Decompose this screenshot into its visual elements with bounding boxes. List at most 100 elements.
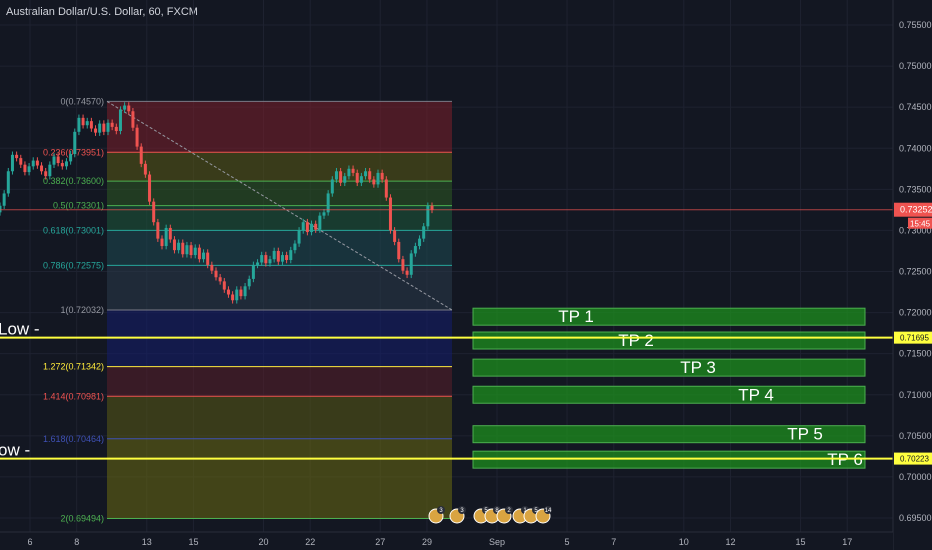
time-tick-label: 15 bbox=[796, 537, 806, 547]
tp-box[interactable] bbox=[472, 307, 866, 326]
fib-level-label: 1(0.72032) bbox=[60, 305, 104, 315]
tp-box[interactable] bbox=[472, 385, 866, 404]
fib-level-label: 0.5(0.73301) bbox=[53, 201, 104, 211]
candle-body bbox=[364, 171, 368, 177]
candle-body bbox=[85, 121, 89, 126]
candle-body bbox=[139, 146, 143, 164]
candle-body bbox=[301, 222, 305, 231]
candle-body bbox=[409, 253, 413, 275]
candle-body bbox=[330, 179, 334, 194]
time-axis bbox=[0, 532, 893, 550]
time-tick-label: 13 bbox=[142, 537, 152, 547]
candle-body bbox=[64, 161, 68, 167]
price-tick-label: 0.71500 bbox=[899, 349, 932, 359]
candle-body bbox=[289, 250, 293, 260]
time-tick-label: 20 bbox=[258, 537, 268, 547]
candle-body bbox=[52, 156, 56, 165]
price-tick-label: 0.73000 bbox=[899, 225, 932, 235]
candle-body bbox=[285, 255, 289, 260]
candle-body bbox=[380, 172, 384, 180]
candle-body bbox=[388, 197, 392, 231]
candle-body bbox=[393, 230, 397, 242]
event-count-label: 1 bbox=[523, 508, 527, 514]
candle-body bbox=[343, 176, 347, 183]
time-tick-label: 12 bbox=[725, 537, 735, 547]
tp-label: TP 6 bbox=[827, 450, 863, 469]
candle-body bbox=[318, 215, 322, 230]
time-tick-label: 29 bbox=[422, 537, 432, 547]
candle-body bbox=[118, 109, 122, 131]
support-line-label: Low - bbox=[0, 320, 40, 339]
candle-body bbox=[19, 158, 23, 165]
candle-body bbox=[256, 262, 260, 265]
candle-body bbox=[106, 122, 110, 132]
candle-body bbox=[73, 131, 77, 155]
time-tick-label: 15 bbox=[188, 537, 198, 547]
time-tick-label: 17 bbox=[842, 537, 852, 547]
fib-level-label: 1.272(0.71342) bbox=[43, 362, 104, 372]
candle-body bbox=[98, 123, 102, 133]
event-count-label: 5 bbox=[484, 508, 488, 514]
countdown-value: 15:45 bbox=[910, 220, 931, 229]
candle-body bbox=[0, 205, 2, 213]
event-count-label: 3 bbox=[460, 508, 464, 514]
candle-body bbox=[60, 163, 64, 167]
candle-body bbox=[31, 160, 35, 167]
candle-body bbox=[422, 226, 426, 239]
candle-body bbox=[27, 166, 31, 173]
candle-body bbox=[189, 245, 193, 256]
candle-body bbox=[305, 222, 309, 233]
candle-body bbox=[185, 245, 189, 255]
candle-body bbox=[35, 160, 39, 166]
candle-body bbox=[2, 193, 6, 206]
fib-zone bbox=[107, 396, 452, 439]
tp-box[interactable] bbox=[472, 358, 866, 377]
time-tick-label: 27 bbox=[375, 537, 385, 547]
price-tick-label: 0.74000 bbox=[899, 143, 932, 153]
candle-body bbox=[430, 205, 434, 210]
candle-body bbox=[89, 121, 93, 129]
candle-body bbox=[339, 171, 343, 183]
candle-body bbox=[239, 289, 243, 297]
candle-body bbox=[197, 247, 201, 260]
tp-label: TP 4 bbox=[738, 385, 774, 404]
tp-box[interactable] bbox=[472, 425, 866, 444]
candle-body bbox=[202, 252, 206, 260]
candle-body bbox=[135, 127, 139, 147]
current-price-tag bbox=[894, 202, 932, 217]
time-tick-label: 10 bbox=[679, 537, 689, 547]
candle-body bbox=[280, 255, 284, 262]
candle-body bbox=[351, 168, 355, 173]
fib-level-label: 1.414(0.70981) bbox=[43, 391, 104, 401]
candle-body bbox=[127, 105, 131, 112]
fib-level-label: 0(0.74570) bbox=[60, 96, 104, 106]
tp-box[interactable] bbox=[472, 331, 866, 350]
countdown-tag bbox=[908, 217, 932, 229]
candle-body bbox=[15, 154, 19, 159]
candle-body bbox=[214, 270, 218, 278]
price-tick-label: 0.72000 bbox=[899, 308, 932, 318]
time-tick-label: 8 bbox=[74, 537, 79, 547]
fib-level-label: 0.382(0.73600) bbox=[43, 176, 104, 186]
fib-zone bbox=[107, 366, 452, 397]
candle-body bbox=[148, 174, 152, 202]
time-tick-label: 7 bbox=[611, 537, 616, 547]
price-tick-label: 0.71000 bbox=[899, 390, 932, 400]
candle-body bbox=[359, 176, 363, 183]
chart-title: Australian Dollar/U.S. Dollar, 60, FXCM bbox=[6, 6, 198, 18]
price-tag-label: 0.70223 bbox=[900, 455, 929, 464]
candle-body bbox=[243, 286, 247, 297]
candle-body bbox=[218, 277, 222, 282]
tp-box[interactable] bbox=[472, 450, 866, 469]
price-tick-label: 0.73500 bbox=[899, 184, 932, 194]
price-tick-label: 0.75000 bbox=[899, 61, 932, 71]
candle-body bbox=[397, 241, 401, 260]
event-count-label: 3 bbox=[439, 508, 443, 514]
current-price-value: 0.73252 bbox=[900, 205, 932, 215]
candle-body bbox=[226, 289, 230, 295]
fib-zone bbox=[107, 438, 452, 519]
candle-body bbox=[235, 289, 239, 301]
time-tick-label: Sep bbox=[489, 537, 505, 547]
candle-body bbox=[376, 172, 380, 185]
